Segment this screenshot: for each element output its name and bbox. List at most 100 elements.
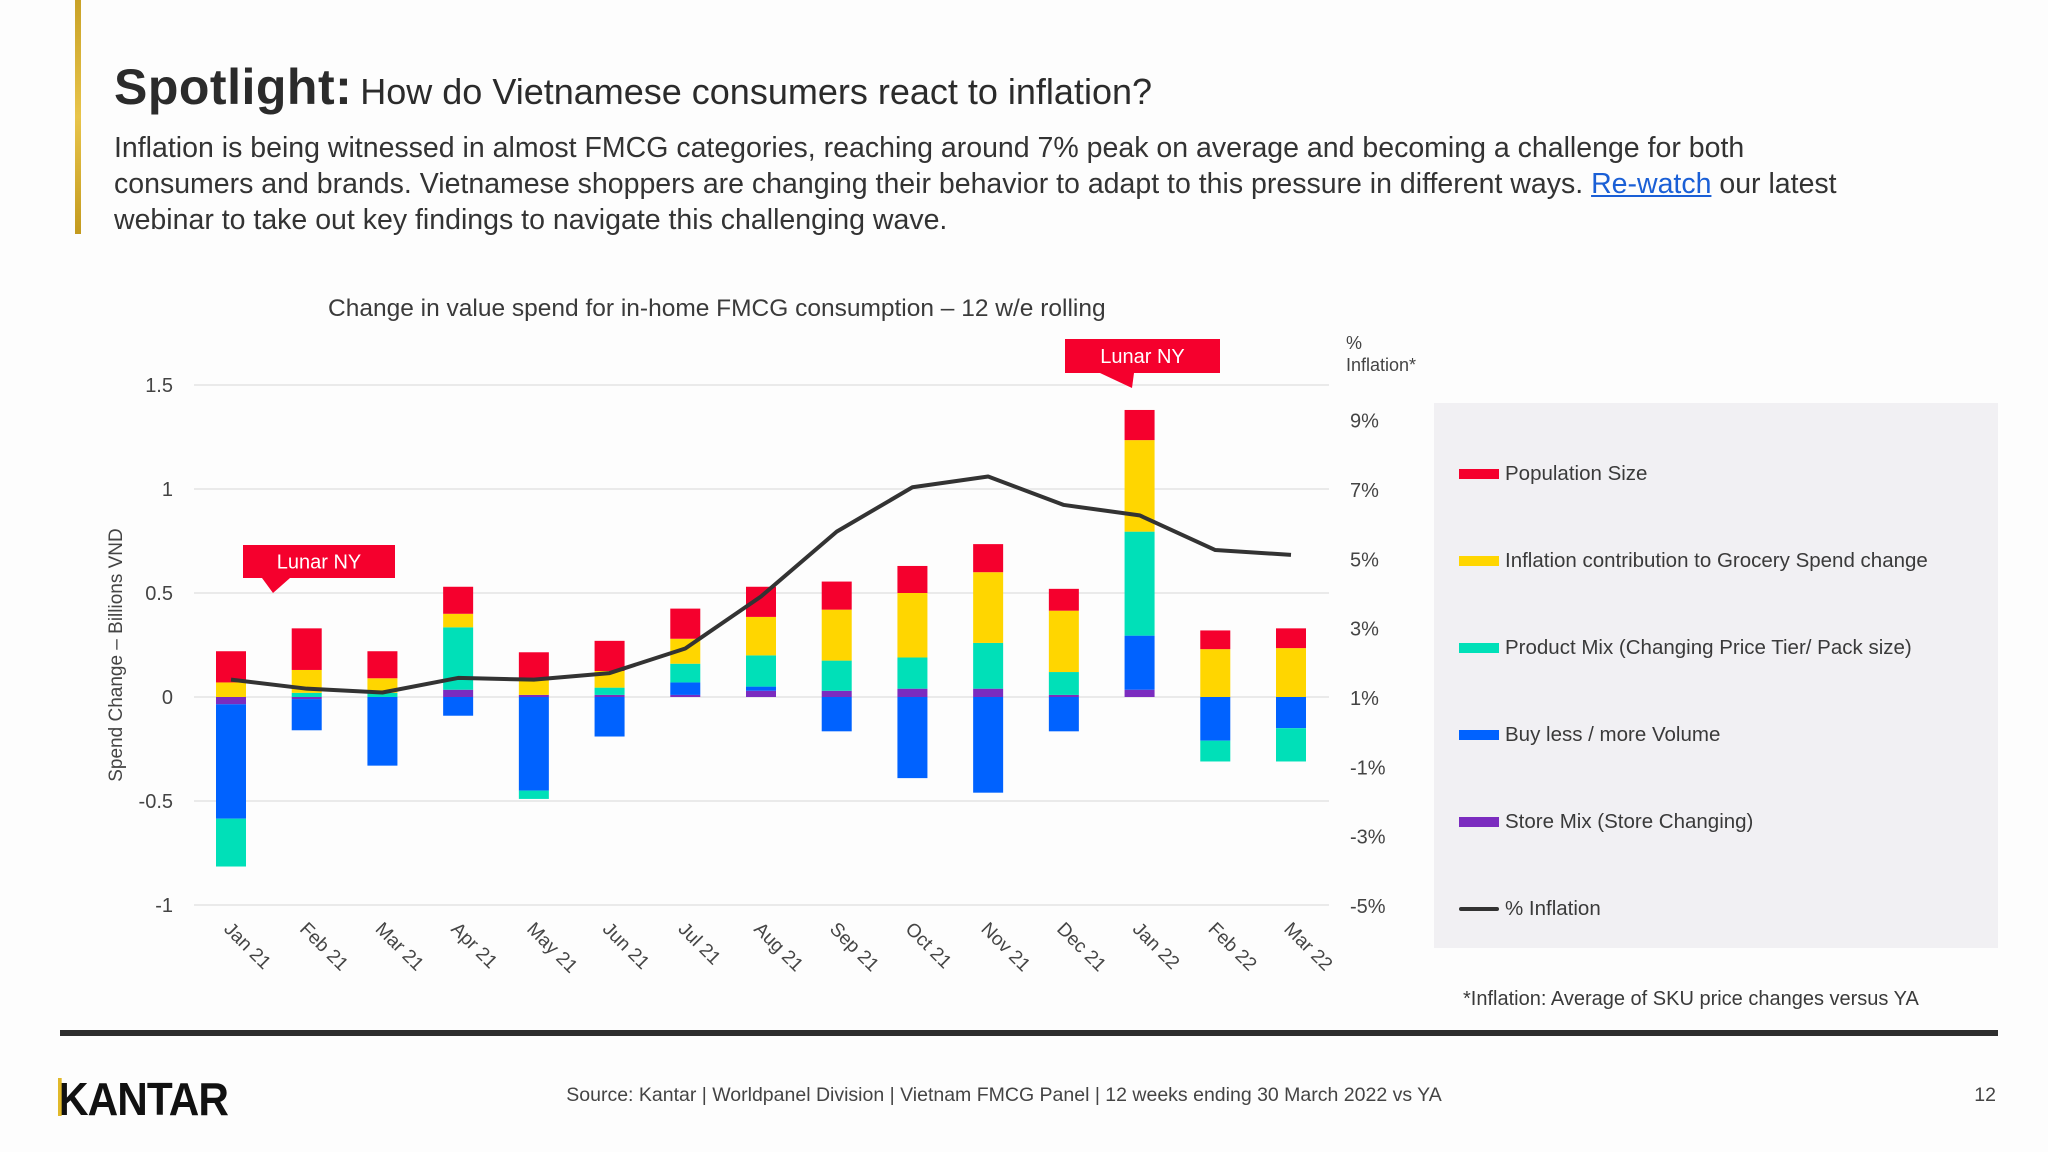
logo-text: KANTAR (58, 1073, 229, 1125)
intro-paragraph: Inflation is being witnessed in almost F… (114, 130, 1837, 238)
legend-label: Population Size (1505, 462, 1648, 485)
bar-segment (973, 572, 1004, 643)
legend-color-swatch (1459, 643, 1499, 653)
y2-axis-label: % Inflation* (1346, 333, 1416, 375)
legend-label: Inflation contribution to Grocery Spend … (1505, 549, 1928, 572)
kantar-logo: KANTAR (58, 1072, 229, 1126)
lunar-ny-callout (1065, 339, 1220, 373)
bar-segment (367, 651, 398, 679)
paragraph-line: webinar to take out key findings to navi… (114, 204, 948, 236)
bar-segment (443, 613, 474, 628)
footnote: *Inflation: Average of SKU price changes… (1463, 988, 1919, 1010)
bar-segment (821, 690, 852, 697)
bar-segment (216, 651, 246, 683)
x-tick-label: Sep 21 (825, 919, 882, 976)
bar-segment (670, 608, 701, 639)
y-tick-label: 1 (162, 479, 173, 501)
legend-color-swatch (1459, 556, 1499, 566)
source-note: Source: Kantar | Worldpanel Division | V… (0, 1084, 2048, 1107)
callout-pointer (262, 578, 290, 593)
x-tick-label: Feb 21 (295, 919, 352, 976)
bar-segment (518, 652, 549, 681)
x-tick-label: Aug 21 (749, 919, 806, 976)
legend-item: Population Size (1459, 462, 1647, 486)
bar-segment (443, 689, 474, 697)
bar-segment (897, 697, 928, 779)
bar-segment (1200, 697, 1231, 741)
paragraph-text: our latest (1711, 168, 1837, 200)
bar-segment (821, 609, 852, 661)
bar-segment (1276, 628, 1306, 649)
y2-tick-label: -1% (1350, 757, 1386, 779)
x-tick-label: Feb 22 (1204, 919, 1261, 976)
page-number: 12 (1974, 1084, 1996, 1106)
bar-segment (443, 586, 474, 614)
bar-segment (746, 690, 776, 697)
bar-segment (1276, 648, 1306, 697)
bar-segment (1124, 635, 1155, 690)
bar-segment (594, 697, 625, 737)
legend-item: Product Mix (Changing Price Tier/ Pack s… (1459, 636, 1912, 660)
y2-tick-label: 3% (1350, 619, 1379, 641)
bar-segment (821, 581, 852, 610)
lunar-ny-callout (243, 545, 395, 578)
bar-segment (670, 663, 701, 683)
bar-segment (443, 697, 474, 716)
paragraph-text: consumers and brands. Vietnamese shopper… (114, 168, 1592, 200)
bar-segment (1048, 588, 1079, 611)
bar-segment (1048, 694, 1079, 697)
bar-segment (594, 640, 625, 671)
y-tick-label: 0 (162, 687, 173, 709)
source-text: Source: Kantar | Worldpanel Division | V… (566, 1084, 1442, 1106)
x-tick-label: May 21 (522, 919, 581, 978)
legend-label: % Inflation (1505, 897, 1601, 920)
bar-segment (1048, 672, 1079, 695)
title-question: How do Vietnamese consumers react to inf… (360, 71, 1153, 112)
legend-line-swatch (1459, 907, 1499, 911)
bar-segment (518, 680, 549, 695)
bar-segment (897, 688, 928, 697)
legend-item: Inflation contribution to Grocery Spend … (1459, 549, 1928, 573)
bar-segment (216, 704, 246, 819)
bar-segment (746, 655, 776, 687)
x-tick-label: Jan 21 (219, 919, 274, 974)
bar-segment (518, 694, 549, 697)
legend-item: % Inflation (1459, 897, 1601, 921)
bar-segment (367, 692, 398, 697)
x-tick-label: Nov 21 (977, 919, 1034, 976)
y-tick-label: -1 (155, 895, 173, 917)
legend-label: Store Mix (Store Changing) (1505, 810, 1754, 833)
bar-segment (594, 694, 625, 697)
page-title: Spotlight: How do Vietnamese consumers re… (114, 58, 1152, 116)
bar-segment (291, 699, 322, 731)
paragraph-line: consumers and brands. Vietnamese shopper… (114, 166, 1837, 202)
legend-label: Product Mix (Changing Price Tier/ Pack s… (1505, 636, 1912, 659)
bar-segment (367, 697, 398, 766)
bar-segment (973, 688, 1004, 697)
bar-segment (670, 682, 701, 695)
accent-bar (75, 0, 81, 234)
y2-tick-label: 1% (1350, 688, 1379, 710)
chart-title: Change in value spend for in-home FMCG c… (328, 295, 1106, 322)
x-tick-label: Jun 21 (598, 919, 653, 974)
bar-segment (1200, 630, 1231, 650)
bar-segment (973, 642, 1004, 689)
legend-color-swatch (1459, 469, 1499, 479)
callout-pointer (1100, 373, 1134, 388)
bar-segment (897, 565, 928, 593)
y2-tick-label: -5% (1350, 896, 1386, 918)
bar-segment (1124, 689, 1155, 697)
x-tick-label: Dec 21 (1052, 919, 1109, 976)
bar-segment (1048, 697, 1079, 732)
bar-segment (670, 694, 701, 697)
rewatch-link[interactable]: Re-watch (1591, 168, 1712, 200)
bar-segment (821, 660, 852, 691)
y-tick-label: 0.5 (145, 583, 173, 605)
x-tick-label: Jul 21 (674, 919, 725, 970)
bar-segment (518, 697, 549, 791)
footer-divider (60, 1030, 1998, 1036)
y2-tick-label: 5% (1350, 549, 1379, 571)
x-tick-label: Apr 21 (447, 919, 501, 973)
paragraph-line: Inflation is being witnessed in almost F… (114, 132, 1745, 164)
legend-color-swatch (1459, 817, 1499, 827)
